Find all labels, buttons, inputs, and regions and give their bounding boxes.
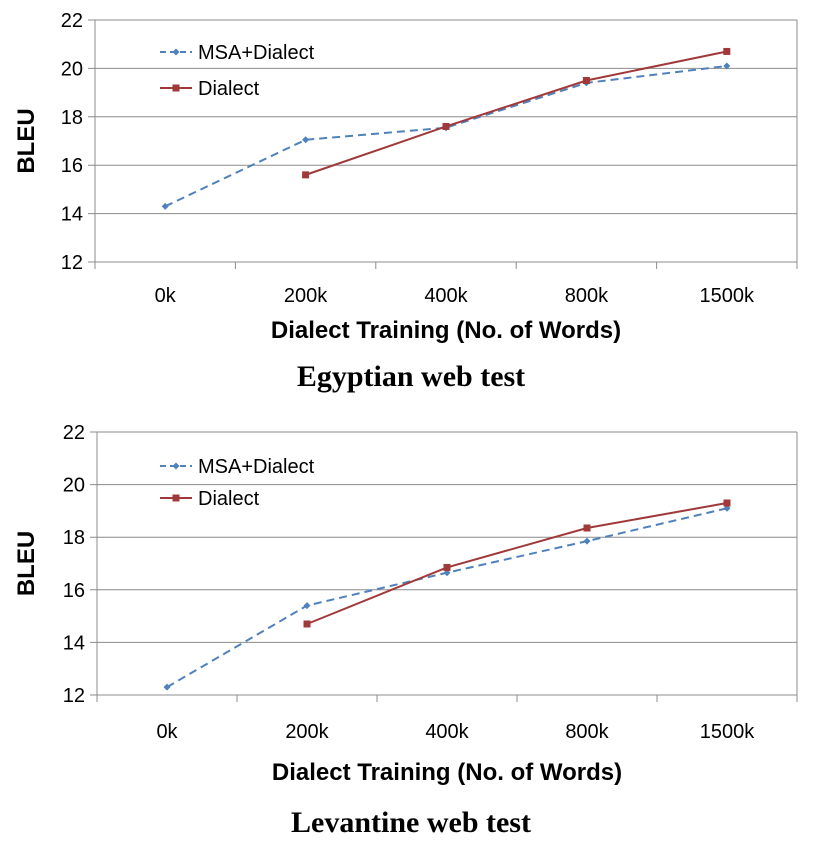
data-point-marker [723,504,731,512]
y-tick-label: 16 [61,155,83,177]
legend-marker [172,48,180,56]
data-point-marker [443,563,451,571]
y-tick-label: 12 [61,252,83,274]
legend-label: MSA+Dialect [198,42,315,64]
x-tick-label: 1500k [700,721,755,743]
x-tick-label: 0k [155,285,177,307]
y-axis-title: BLEU [13,108,40,173]
legend-marker [172,494,180,502]
legend-label: MSA+Dialect [198,456,315,478]
x-tick-label: 800k [565,721,609,743]
data-point-marker [583,524,591,532]
x-tick-label: 0k [156,721,178,743]
data-point-marker [163,683,171,691]
data-point-marker [303,620,311,628]
legend-label: Dialect [198,78,260,100]
data-point-marker [583,537,591,545]
data-point-marker [723,62,731,70]
legend-label: Dialect [198,488,260,510]
x-tick-label: 400k [424,285,468,307]
y-tick-label: 16 [63,580,85,602]
data-point-marker [302,171,310,179]
y-tick-label: 12 [63,685,85,707]
y-tick-label: 22 [61,10,83,32]
egyptian-chart: 12 14 16 18 20 22 0k 200k 400k 800k 1500k Dialect T… [13,10,798,344]
x-tick-label: 200k [285,721,329,743]
data-point-marker [443,569,451,577]
data-point-marker [442,122,450,130]
y-tick-label: 18 [61,107,83,129]
data-point-marker [302,136,310,144]
x-tick-label: 800k [565,285,609,307]
y-tick-label: 14 [61,204,83,226]
levantine-chart-caption: Levantine web test [291,806,531,839]
data-point-marker [723,499,731,507]
series-line-dialect [306,502,728,625]
data-point-marker [161,202,169,210]
y-tick-label: 20 [63,475,85,497]
y-tick-label: 20 [61,58,83,80]
data-point-marker [582,77,590,84]
legend-marker [172,84,180,92]
data-point-marker [303,602,311,610]
x-tick-label: 1500k [700,285,755,307]
y-tick-label: 22 [63,422,85,444]
y-tick-label: 14 [63,632,85,654]
levantine-chart: 12 14 16 18 20 22 0k 200k 400k 800k 1500k Dialect T… [13,422,798,786]
x-axis-title: Dialect Training (No. of Words) [272,759,622,786]
y-tick-label: 18 [63,527,85,549]
x-axis-title: Dialect Training (No. of Words) [271,317,621,344]
y-axis-title: BLEU [13,531,40,596]
egyptian-chart-caption: Egyptian web test [296,360,526,393]
legend-marker [172,462,180,470]
x-tick-label: 400k [425,721,469,743]
data-point-marker [723,47,731,55]
series-line-dialect [305,50,728,176]
series-line-msa-dialect [166,507,728,688]
x-tick-label: 200k [284,285,328,307]
